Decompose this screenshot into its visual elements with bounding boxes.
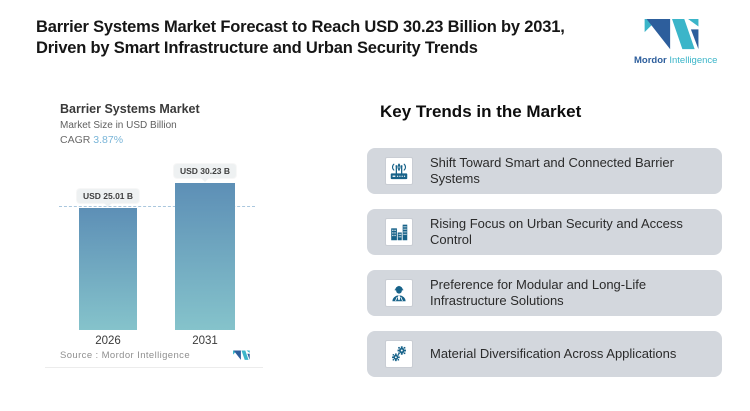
cagr-label: CAGR [60, 134, 91, 146]
page-title: Barrier Systems Market Forecast to Reach… [36, 17, 626, 59]
trend-icon-box [385, 218, 413, 246]
label-caret-icon [104, 203, 112, 207]
bar-group-2026: USD 25.01 B 2026 [76, 150, 140, 347]
trends-list: Shift Toward Smart and Connected Barrier… [367, 148, 722, 392]
bar-value-text-2026: USD 25.01 B [82, 191, 134, 201]
bar-value-label-2031: USD 30.23 B [173, 164, 237, 182]
trend-text: Material Diversification Across Applicat… [430, 345, 677, 361]
chart-title: Barrier Systems Market [60, 102, 200, 116]
mordor-logo-mark-icon [644, 18, 699, 50]
mordor-logo-wordmark: Mordor Intelligence [634, 55, 717, 66]
market-chart-panel: Barrier Systems Market Market Size in US… [45, 100, 265, 370]
source-text: Source : Mordor Intelligence [60, 350, 191, 361]
bar-group-2031: USD 30.23 B 2031 [173, 150, 237, 347]
bar-value-text-2031: USD 30.23 B [179, 166, 231, 176]
trends-heading: Key Trends in the Market [380, 102, 582, 121]
trend-text: Rising Focus on Urban Security and Acces… [430, 215, 683, 248]
trend-icon-box [385, 279, 413, 307]
page-title-line1: Barrier Systems Market Forecast to Reach… [36, 18, 565, 36]
chart-subtitle: Market Size in USD Billion [60, 120, 177, 131]
gears-icon [392, 346, 406, 362]
trend-card-material-diversification: Material Diversification Across Applicat… [367, 331, 722, 377]
reference-dashed-line [59, 206, 255, 207]
bar-chart-plot: USD 25.01 B 2026 USD 30.23 B 2031 [45, 150, 265, 347]
wireless-router-icon [390, 163, 408, 180]
page-title-line2: Driven by Smart Infrastructure and Urban… [36, 39, 478, 57]
bar-2026 [79, 208, 137, 330]
trend-icon-box [385, 340, 413, 368]
city-buildings-icon [391, 224, 408, 241]
mordor-logo-mark-small-icon [233, 350, 250, 360]
axis-label-2031: 2031 [192, 335, 218, 347]
cagr-value: 3.87% [93, 134, 124, 146]
label-caret-icon [201, 178, 209, 182]
bar-value-label-2026: USD 25.01 B [76, 189, 140, 207]
bar-2031 [175, 183, 235, 330]
axis-label-2026: 2026 [95, 335, 121, 347]
trend-text: Shift Toward Smart and Connected Barrier… [430, 154, 674, 187]
panel-divider [45, 367, 263, 368]
logo-text-intelligence: Intelligence [669, 55, 718, 66]
logo-text-mordor: Mordor [634, 55, 667, 66]
chart-source-row: Source : Mordor Intelligence [60, 350, 250, 361]
trend-card-urban-security: Rising Focus on Urban Security and Acces… [367, 209, 722, 255]
trend-icon-box [385, 157, 413, 185]
engineer-icon [392, 285, 406, 302]
trend-text: Preference for Modular and Long-Life Inf… [430, 276, 647, 309]
mordor-intelligence-logo: Mordor Intelligence [634, 18, 717, 66]
chart-cagr: CAGR 3.87% [60, 134, 123, 146]
trend-card-modular-infrastructure: Preference for Modular and Long-Life Inf… [367, 270, 722, 316]
trend-card-smart-connected: Shift Toward Smart and Connected Barrier… [367, 148, 722, 194]
